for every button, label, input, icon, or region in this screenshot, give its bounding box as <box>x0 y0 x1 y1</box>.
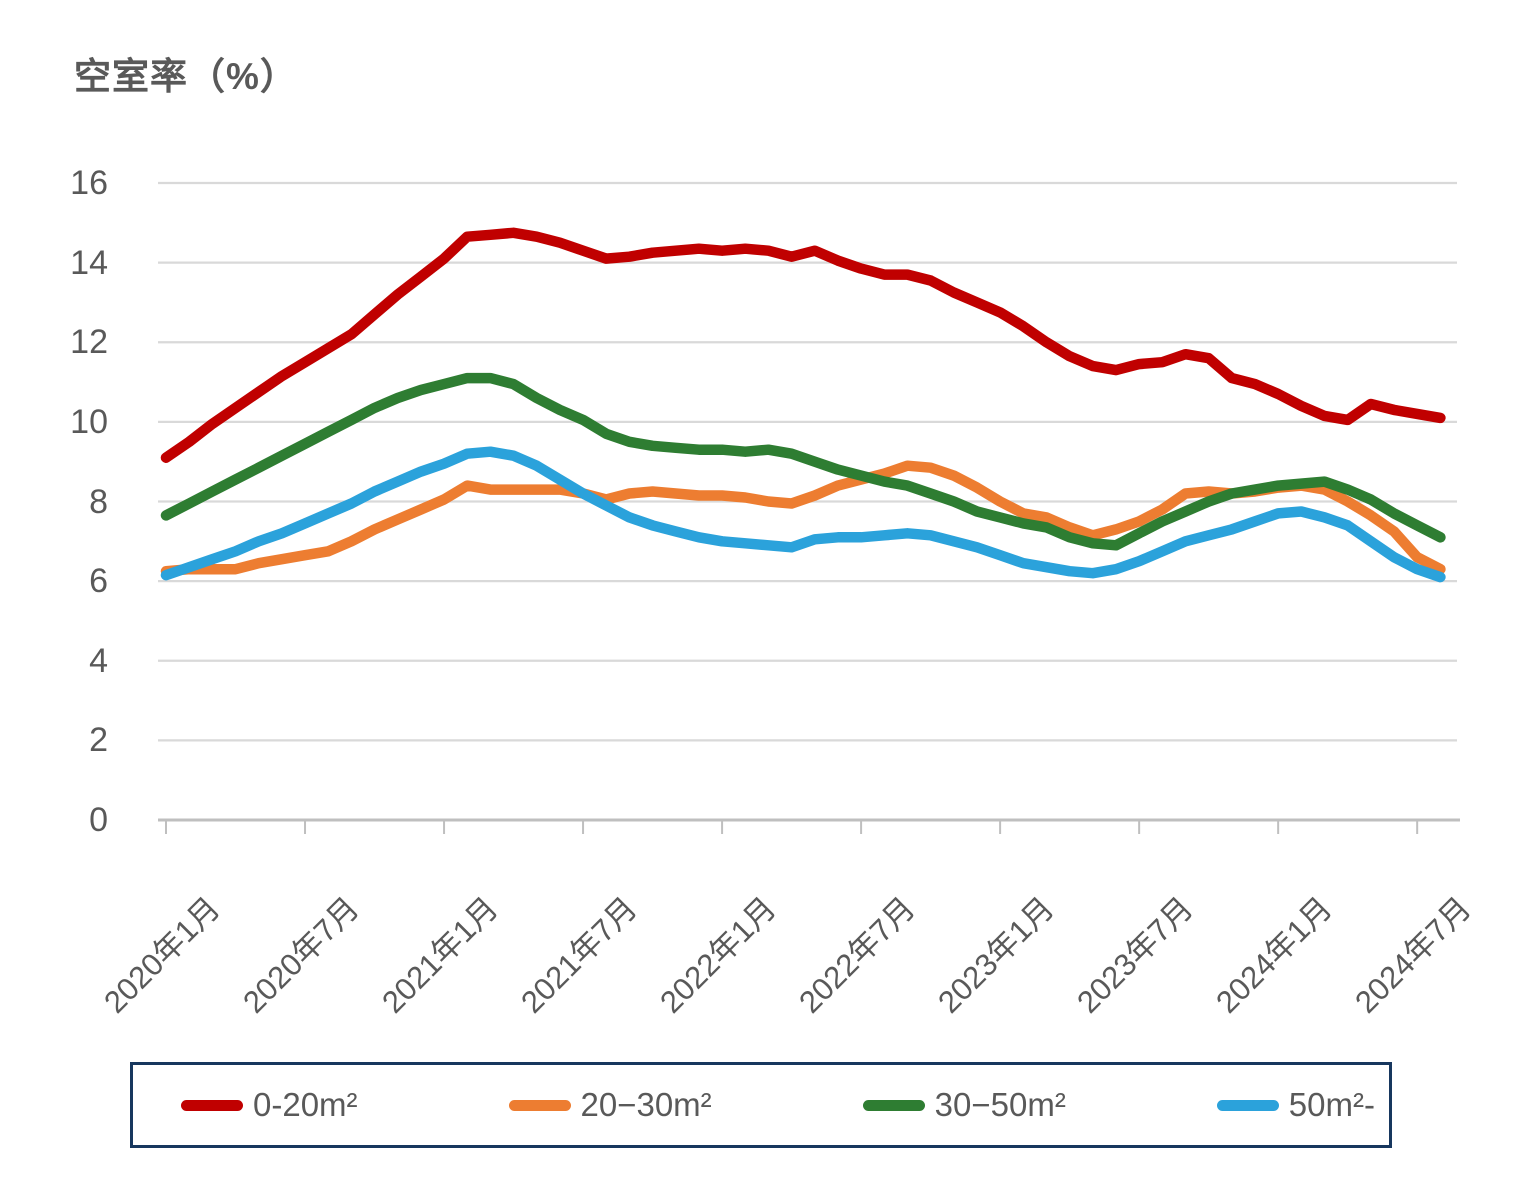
y-tick-label-16: 16 <box>70 164 108 202</box>
y-tick-label-4: 4 <box>89 641 108 680</box>
legend-swatch-30-50 <box>862 1099 925 1111</box>
legend-label-20-30: 20−30m² <box>580 1086 712 1123</box>
legend-item-30-50: 30−50m² <box>862 1086 1066 1124</box>
y-tick-label-10: 10 <box>70 402 108 441</box>
y-tick-label-8: 8 <box>89 482 108 521</box>
legend-label-50plus: 50m²- <box>1288 1086 1375 1123</box>
legend-label-30-50: 30−50m² <box>934 1086 1066 1123</box>
legend-item-20-30: 20−30m² <box>508 1086 712 1124</box>
page-title: 空室率（%） <box>74 56 298 97</box>
legend-swatch-20-30 <box>508 1099 571 1111</box>
legend-box: 0-20m² 20−30m² 30−50m² 50m²- <box>130 1062 1392 1148</box>
legend-item-0-20: 0-20m² <box>181 1086 358 1124</box>
y-tick-label-14: 14 <box>70 243 108 282</box>
series-line-50m- <box>160 446 1446 583</box>
y-tick-label-12: 12 <box>70 323 108 362</box>
y-tick-label-0: 0 <box>89 801 108 839</box>
legend-item-50plus: 50m²- <box>1216 1086 1375 1124</box>
legend-swatch-0-20 <box>181 1099 243 1111</box>
series-line-30-50m- <box>160 372 1446 551</box>
legend-swatch-50plus <box>1216 1099 1279 1111</box>
chart-canvas <box>158 181 1460 834</box>
y-tick-label-6: 6 <box>89 562 108 601</box>
y-tick-label-2: 2 <box>89 721 108 760</box>
legend-label-0-20: 0-20m² <box>253 1086 358 1123</box>
series-line-0-20m- <box>160 227 1446 463</box>
